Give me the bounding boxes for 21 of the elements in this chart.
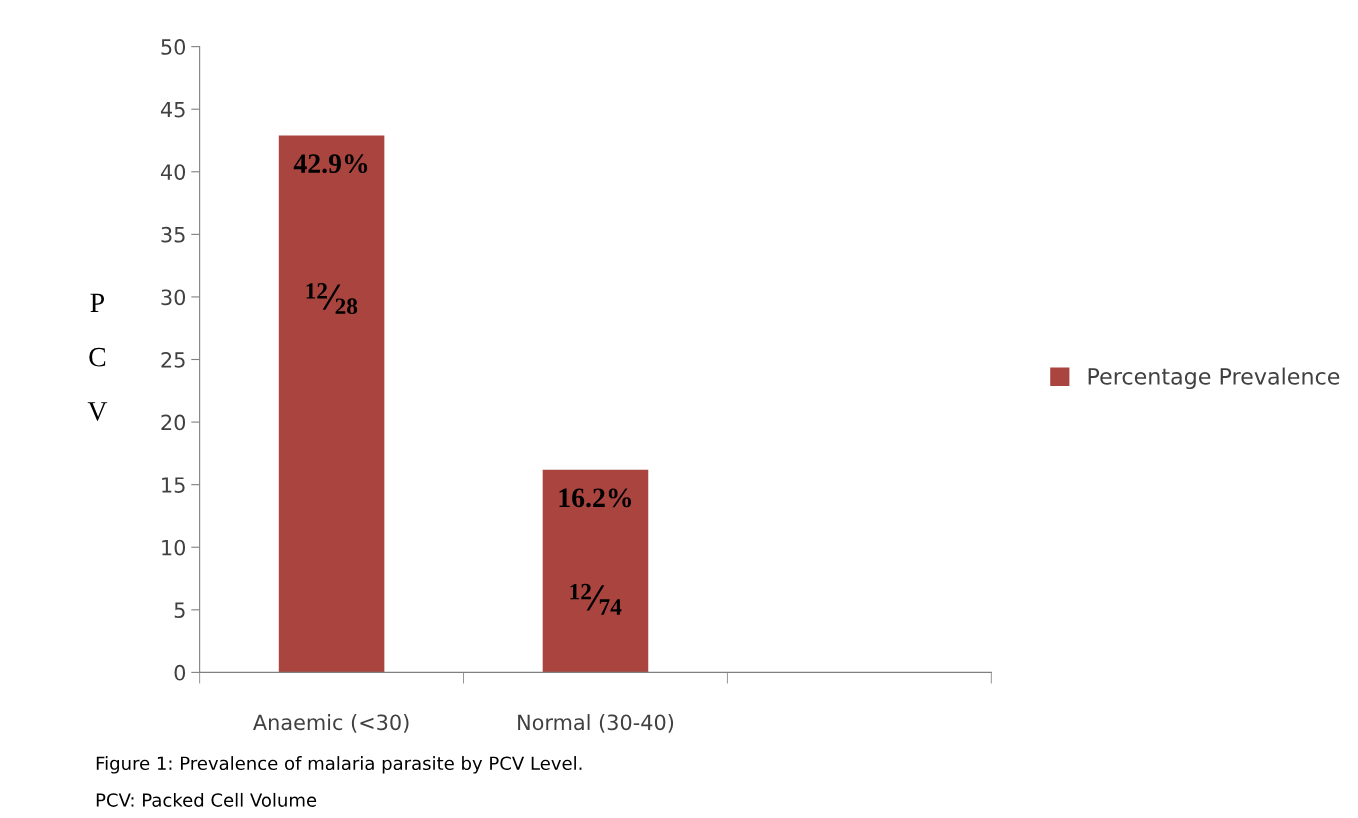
y-tick-label: 50 (161, 39, 186, 55)
y-tick-label: 15 (162, 477, 185, 493)
y-tick-label: 20 (161, 414, 186, 431)
x-tick-label: Normal (30-40) (518, 714, 674, 733)
y-tick-label: 35 (161, 226, 185, 243)
y-tick-label: 45 (160, 101, 185, 118)
data-label: 42.9% (293, 154, 368, 174)
text: PCV: Packed Cell Volume (96, 792, 317, 807)
y-tick-label: 10 (162, 539, 186, 556)
text: PCV (87, 293, 108, 421)
legend-label: Percentage Prevalence (1088, 367, 1340, 390)
y-tick-label: 40 (160, 164, 186, 180)
caption: Figure 1: Prevalence of malaria parasite by PCV Level. (96, 756, 582, 774)
data-label: 16.2% (559, 488, 632, 508)
x-tick-label: Anaemic (<30) (253, 714, 409, 733)
annotation: $^{12}$⁄$_{28}$ (306, 283, 358, 315)
y-tick-label: 30 (161, 289, 186, 306)
y-tick-label: 0 (174, 664, 186, 681)
y-tick-label: 25 (161, 351, 185, 368)
y-tick-label: 5 (174, 602, 185, 619)
annotation: $^{12}$⁄$_{74}$ (570, 583, 622, 615)
